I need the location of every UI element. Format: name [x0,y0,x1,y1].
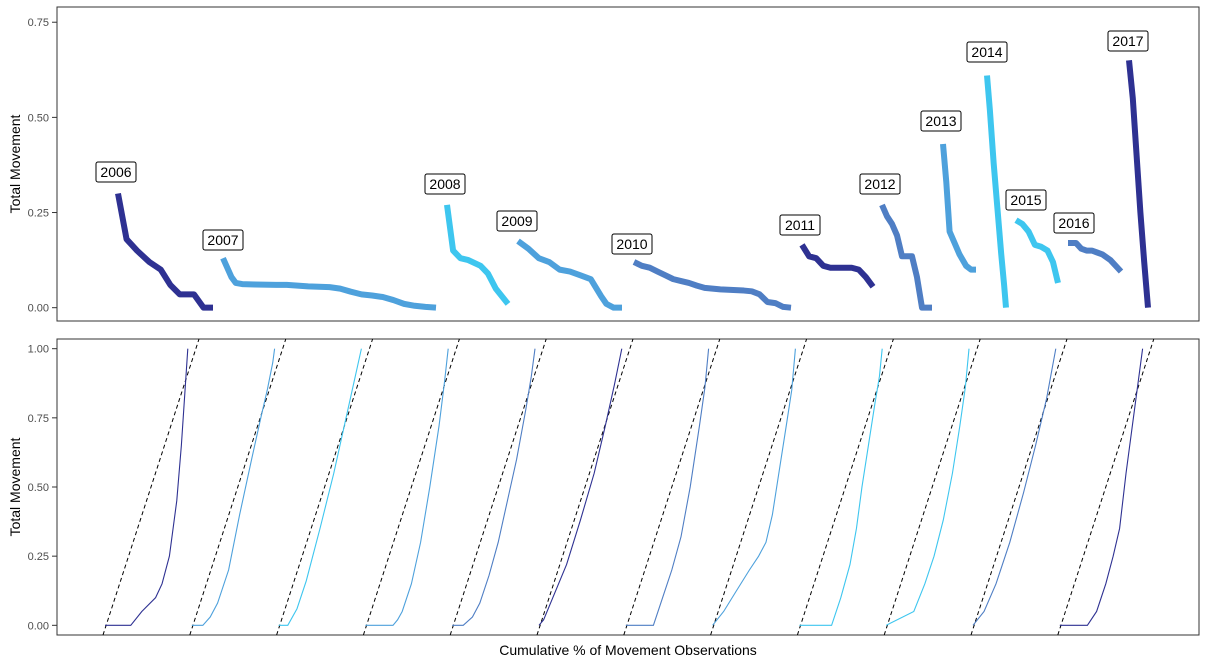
bottom-series-line-2014 [799,348,883,626]
bottom-y-axis: 0.00 0.25 0.50 0.75 1.00 [28,344,57,632]
year-label-2015: 2015 [1005,189,1047,211]
top-series-line-2017 [1126,59,1151,308]
year-label-2013: 2013 [920,110,962,132]
top-panel-border [56,6,1200,322]
top-series-line-2007 [220,256,437,311]
bottom-series-line-2012 [625,348,710,626]
bottom-series-line-2007 [191,348,276,626]
bottom-y-tick-label: 0.25 [28,551,49,563]
top-y-axis-title: Total Movement [7,114,23,213]
year-label-2010: 2010 [611,233,653,255]
year-label-text: 2013 [925,113,956,129]
top-panel: 0.00 0.25 0.50 0.75 2006 2007 2008 2009 2010 201… [7,6,1200,322]
year-label-box [966,41,1008,63]
year-label-2009: 2009 [496,210,538,232]
bottom-series-line-2011 [538,348,623,626]
top-y-tick-label: 0.50 [28,112,49,124]
year-label-box [202,229,244,251]
top-y-tick-label: 0.75 [28,17,49,29]
top-y-tick-label: 0.00 [28,303,49,315]
year-label-text: 2014 [971,44,1002,60]
top-series-line-2011 [799,243,876,289]
year-label-box [424,173,466,195]
year-label-text: 2016 [1058,215,1089,231]
top-series-line-2008 [444,204,511,306]
bottom-reference-line-2012 [623,338,721,636]
year-label-text: 2012 [864,176,895,192]
year-label-box [496,210,538,232]
year-label-text: 2011 [785,217,815,233]
year-label-2006: 2006 [95,161,137,183]
bottom-y-tick-label: 1.00 [28,344,49,356]
bottom-reference-line-2010 [449,338,547,636]
year-label-2016: 2016 [1053,212,1095,234]
bottom-reference-line-2015 [883,338,981,636]
year-label-2014: 2014 [966,41,1008,63]
year-label-box [95,161,137,183]
bottom-reference-line-2013 [710,338,808,636]
year-label-box [1107,30,1149,52]
bottom-panel-border [56,338,1200,636]
year-label-box [1053,212,1095,234]
bottom-series-line-2010 [452,348,536,626]
year-label-2012: 2012 [859,173,901,195]
top-year-labels: 2006 2007 2008 2009 2010 2011 2012 2013 2014 2015… [95,30,1149,255]
year-label-text: 2006 [100,164,131,180]
bottom-series-line-2016 [972,348,1057,626]
top-series-line-2010 [632,259,792,311]
bottom-series-line-2013 [712,348,796,626]
x-axis-title: Cumulative % of Movement Observations [499,642,757,658]
year-label-box [859,173,901,195]
bottom-reference-line-2011 [536,338,634,636]
year-label-text: 2017 [1112,33,1143,49]
bottom-y-axis-title: Total Movement [7,437,23,536]
year-label-box [1005,189,1047,211]
bottom-panel: 0.00 0.25 0.50 0.75 1.00 Total Movement [7,338,1200,636]
top-series-line-2016 [1068,239,1124,274]
bottom-series-line-2006 [105,348,189,626]
year-label-text: 2007 [207,232,238,248]
top-y-tick-label: 0.25 [28,208,49,220]
year-label-text: 2008 [429,176,460,192]
year-label-text: 2015 [1010,192,1041,208]
bottom-reference-line-2016 [970,338,1068,636]
year-label-2007: 2007 [202,229,244,251]
top-series-line-2013 [940,143,976,273]
top-series-line-2006 [115,192,213,311]
bottom-y-tick-label: 0.75 [28,413,49,425]
year-label-text: 2009 [501,213,532,229]
bottom-y-tick-label: 0.50 [28,482,49,494]
top-series-lines [115,59,1151,311]
year-label-box [779,214,821,236]
year-label-text: 2010 [616,236,647,252]
top-series-line-2009 [516,238,622,311]
year-label-2011: 2011 [779,214,821,236]
year-label-2008: 2008 [424,173,466,195]
bottom-reference-line-2007 [189,338,287,636]
top-series-line-2014 [984,75,1009,308]
bottom-y-tick-label: 0.00 [28,620,49,632]
bottom-series-lines [102,338,1155,636]
year-label-box [611,233,653,255]
bottom-series-line-2017 [1059,348,1144,626]
top-y-axis: 0.00 0.25 0.50 0.75 [28,17,57,315]
year-label-2017: 2017 [1107,30,1149,52]
bottom-reference-line-2008 [276,338,374,636]
top-series-line-2015 [1014,217,1061,284]
bottom-reference-line-2006 [102,338,200,636]
bottom-series-line-2009 [365,348,449,626]
bottom-series-line-2008 [278,348,362,626]
top-series-line-2012 [879,203,932,311]
bottom-series-line-2015 [885,348,970,626]
year-label-box [920,110,962,132]
